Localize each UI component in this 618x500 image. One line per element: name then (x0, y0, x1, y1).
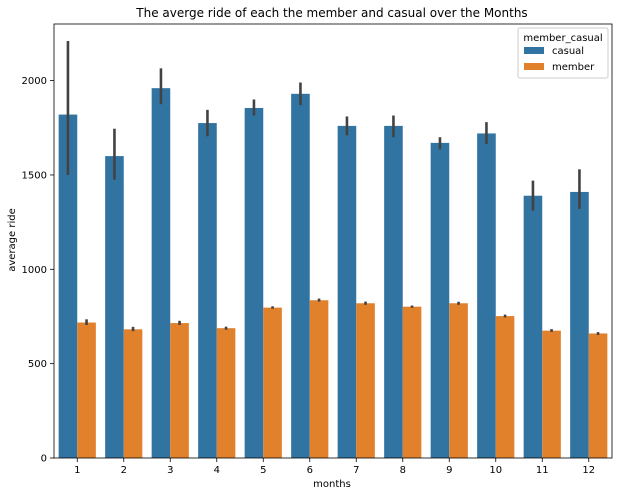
bar-casual-2 (105, 156, 124, 458)
x-tick-label-4: 4 (214, 465, 220, 476)
y-tick-label-0: 0 (41, 454, 47, 465)
x-tick-label-2: 2 (121, 465, 127, 476)
y-tick-label-2000: 2000 (22, 76, 47, 87)
x-tick-label-7: 7 (353, 465, 359, 476)
bar-member-10 (495, 316, 515, 458)
bar-member-9 (449, 303, 468, 458)
bar-casual-11 (523, 195, 543, 458)
bar-member-7 (356, 303, 375, 458)
y-axis-label: average ride (7, 208, 18, 272)
bar-casual-12 (570, 191, 589, 458)
bar-member-5 (263, 307, 282, 458)
legend-title: member_casual (523, 33, 602, 44)
bar-member-12 (588, 333, 608, 458)
bar-casual-5 (244, 107, 264, 458)
bar-casual-6 (291, 93, 310, 459)
legend-label-casual: casual (552, 46, 584, 57)
legend-swatch-casual (524, 47, 544, 54)
legend-swatch-member (524, 63, 544, 70)
x-tick-label-5: 5 (260, 465, 266, 476)
bar-casual-8 (384, 125, 403, 458)
x-tick-label-1: 1 (74, 465, 80, 476)
x-tick-label-10: 10 (489, 465, 502, 476)
x-tick-label-8: 8 (400, 465, 406, 476)
bar-casual-4 (198, 123, 217, 458)
bar-member-2 (123, 329, 143, 458)
y-tick-label-1500: 1500 (22, 170, 47, 181)
x-tick-label-3: 3 (167, 465, 173, 476)
y-tick-label-500: 500 (28, 359, 47, 370)
bar-member-1 (77, 322, 96, 458)
bar-member-4 (216, 328, 236, 458)
bar-member-8 (402, 306, 422, 458)
x-axis-label: months (313, 479, 351, 490)
bar-casual-10 (477, 133, 496, 458)
bar-casual-9 (430, 142, 450, 458)
bar-member-3 (170, 323, 189, 458)
x-tick-label-12: 12 (582, 465, 595, 476)
chart-title: The averge ride of each the member and c… (135, 6, 527, 20)
x-tick-label-11: 11 (536, 465, 549, 476)
y-tick-label-1000: 1000 (22, 265, 47, 276)
legend: member_casual casual member (517, 27, 609, 79)
bar-member-6 (309, 300, 329, 458)
x-tick-label-6: 6 (307, 465, 313, 476)
bar-member-11 (542, 330, 561, 458)
bar-casual-7 (337, 125, 357, 458)
legend-label-member: member (552, 62, 595, 73)
bar-casual-1 (58, 114, 78, 458)
x-tick-label-9: 9 (446, 465, 452, 476)
axes-frame (53, 23, 613, 459)
bar-casual-3 (151, 88, 171, 458)
